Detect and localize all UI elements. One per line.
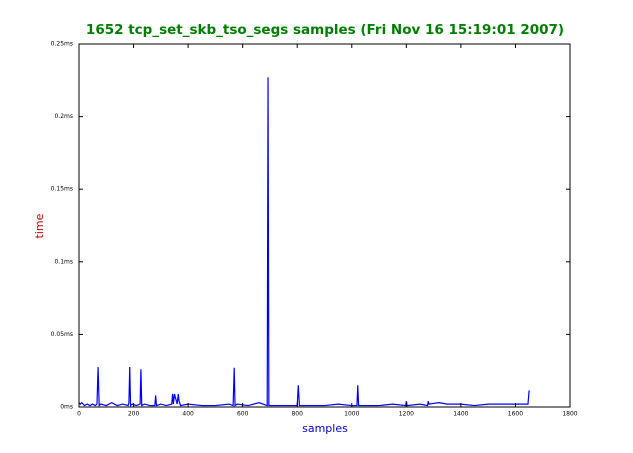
x-tick-label: 1200 [399,411,414,418]
x-tick-label: 0 [77,411,81,418]
x-tick-label: 1800 [562,411,577,418]
x-tick-label: 800 [291,411,303,418]
y-tick-label: 0ms [60,404,73,411]
x-tick-label: 1400 [453,411,468,418]
x-axis-label: samples [302,422,348,435]
y-tick-label: 0.25ms [51,41,73,48]
y-tick-label: 0.15ms [51,186,73,193]
y-tick-label: 0.1ms [54,258,73,265]
plot-frame [78,43,571,408]
x-tick-label: 600 [237,411,249,418]
y-tick-label: 0.05ms [51,331,73,338]
y-tick-label: 0.2ms [54,113,73,120]
x-tick-label: 1000 [344,411,359,418]
y-axis-label: time [33,213,46,238]
x-tick-label: 200 [128,411,140,418]
data-line [78,77,530,407]
chart-title: 1652 tcp_set_skb_tso_segs samples (Fri N… [86,22,564,38]
x-tick-label: 1600 [508,411,523,418]
x-tick-label: 400 [182,411,194,418]
